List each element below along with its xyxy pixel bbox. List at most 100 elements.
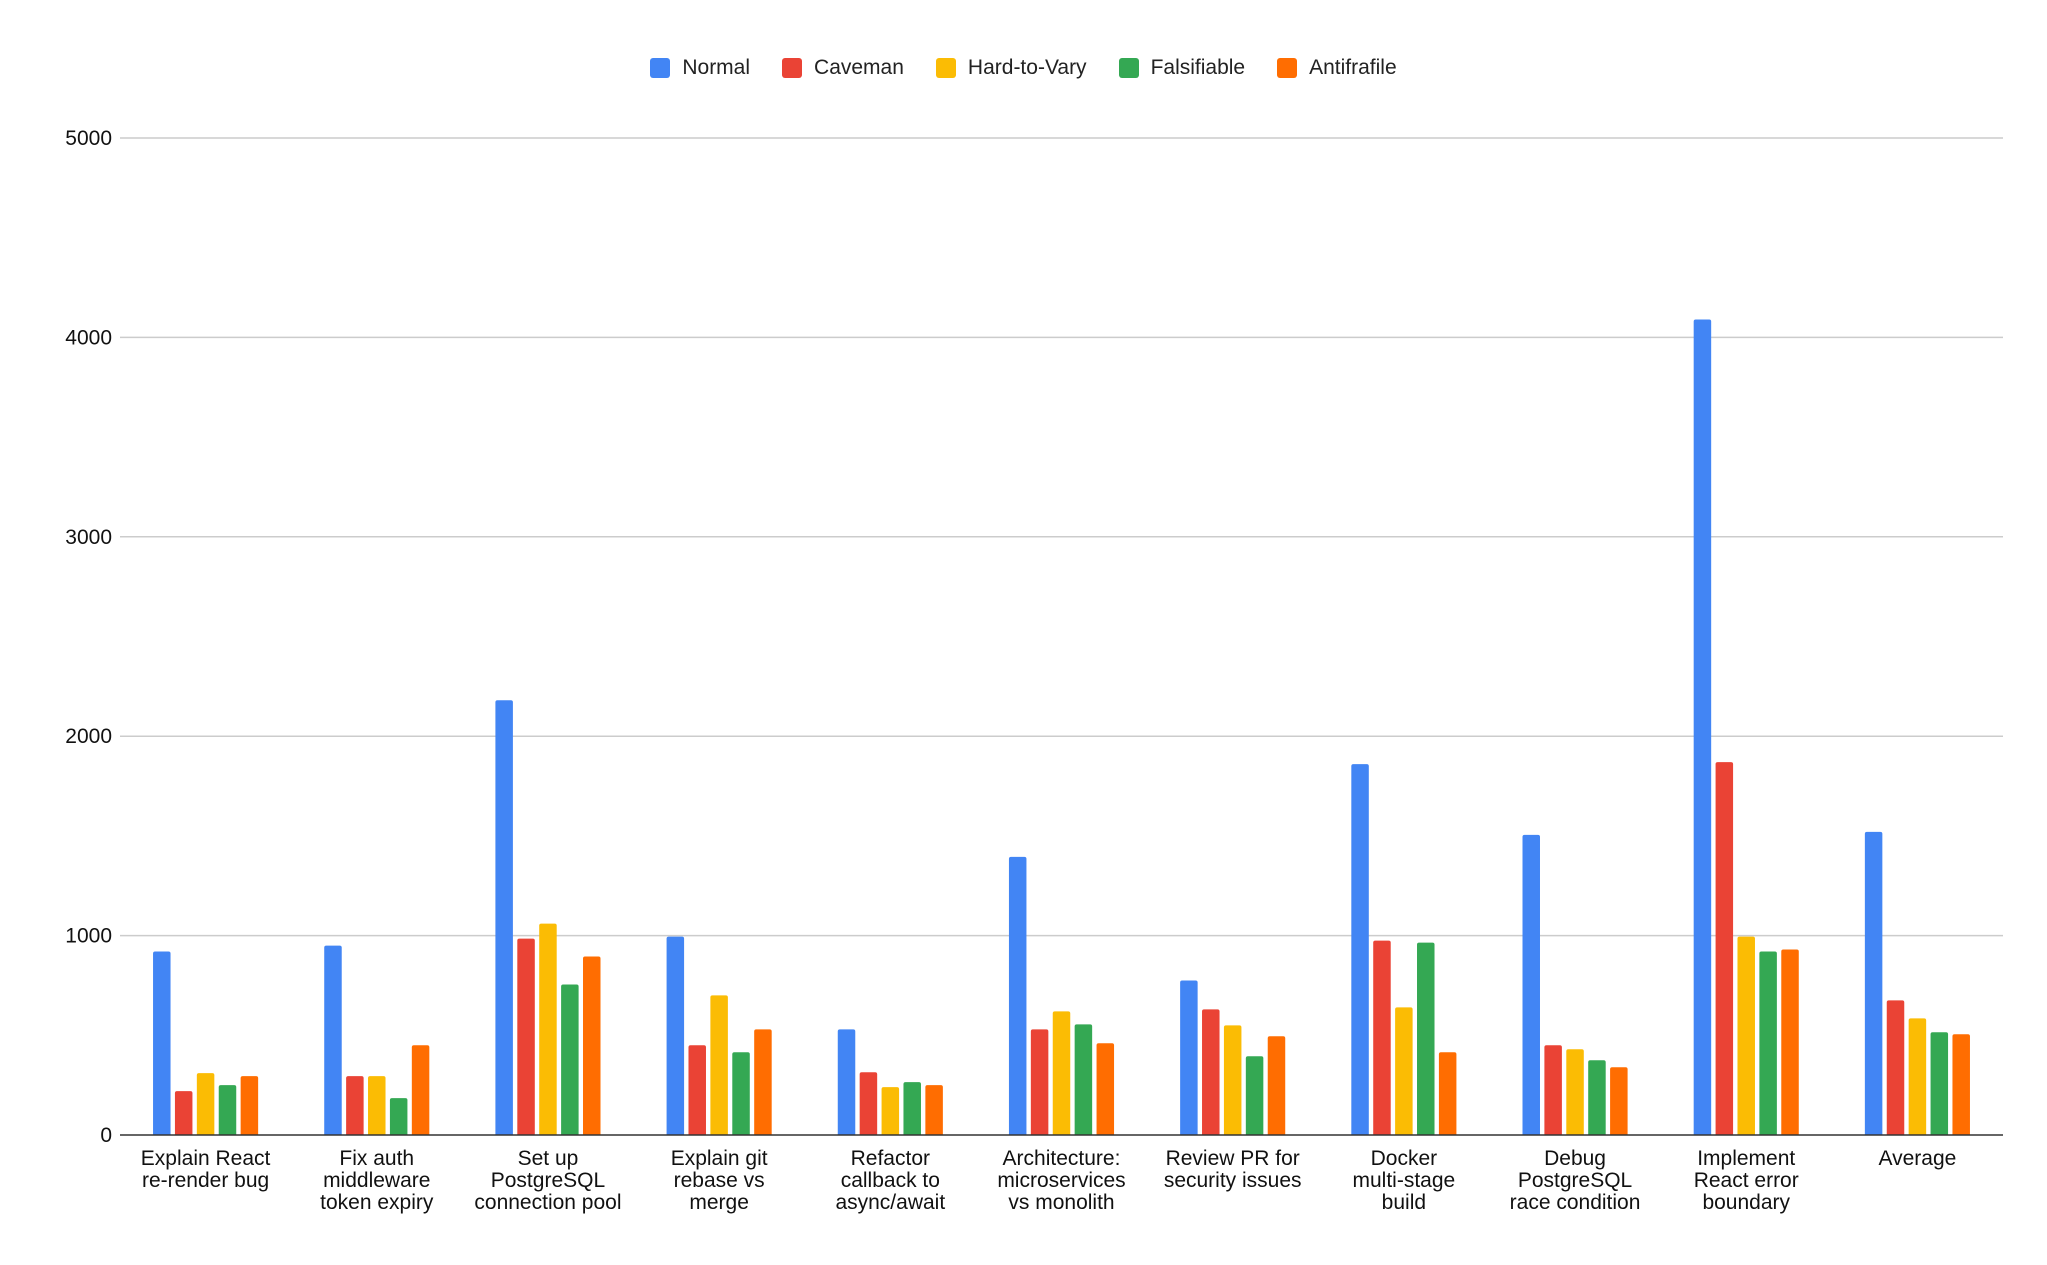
bar-hard-to-vary	[710, 995, 728, 1135]
bar-antifrafile	[1096, 1043, 1115, 1135]
x-tick-label: merge	[689, 1191, 749, 1214]
x-tick-label: security issues	[1164, 1169, 1302, 1192]
bar-hard-to-vary	[1737, 936, 1755, 1135]
bar-caveman	[1715, 762, 1734, 1135]
x-tick-label: Explain React	[141, 1147, 271, 1170]
bar-falsifiable	[389, 1098, 408, 1135]
bar-antifrafile	[411, 1045, 430, 1135]
x-tick-label: Refactor	[851, 1147, 930, 1170]
x-tick-label: React error	[1694, 1169, 1799, 1192]
bar-falsifiable	[732, 1052, 750, 1135]
bar-falsifiable	[561, 984, 579, 1135]
x-tick-label: Fix auth	[339, 1147, 414, 1170]
x-tick-label: re-render bug	[142, 1169, 269, 1192]
legend-swatch	[935, 58, 956, 78]
bar-falsifiable	[903, 1082, 921, 1135]
legend-swatch	[650, 58, 671, 78]
bar-hard-to-vary	[1566, 1049, 1584, 1135]
bar-normal	[1522, 834, 1540, 1135]
bar-caveman	[174, 1091, 193, 1135]
legend-item-falsifiable: Falsifiable	[1118, 56, 1246, 80]
bar-antifrafile	[1438, 1052, 1457, 1135]
legend-swatch	[1277, 58, 1298, 78]
bar-antifrafile	[583, 956, 601, 1135]
bar-normal	[1180, 980, 1198, 1135]
bar-normal	[1864, 831, 1883, 1135]
x-tick-label: build	[1382, 1191, 1426, 1214]
y-tick-label: 2000	[65, 725, 112, 748]
bar-antifrafile	[754, 1029, 772, 1135]
x-tick-label: Average	[1878, 1147, 1956, 1170]
bar-falsifiable	[1759, 951, 1777, 1135]
bar-normal	[153, 951, 171, 1135]
x-tick-label: multi-stage	[1353, 1169, 1456, 1192]
bar-hard-to-vary	[1052, 1011, 1071, 1135]
bar-hard-to-vary	[539, 923, 557, 1135]
bar-normal	[1693, 319, 1712, 1136]
bar-normal	[495, 700, 513, 1135]
legend-label: Falsifiable	[1150, 56, 1246, 79]
bar-normal	[324, 945, 342, 1135]
bar-caveman	[688, 1045, 706, 1135]
legend-label: Normal	[682, 56, 751, 79]
bar-caveman	[517, 938, 535, 1135]
bar-caveman	[1544, 1045, 1562, 1135]
bar-normal	[837, 1029, 856, 1135]
legend-item-antifrafile: Antifrafile	[1277, 56, 1397, 80]
bar-antifrafile	[240, 1076, 259, 1135]
y-tick-label: 4000	[65, 326, 112, 349]
bar-falsifiable	[1417, 942, 1435, 1135]
bar-caveman	[1373, 940, 1391, 1135]
bar-falsifiable	[1930, 1032, 1949, 1135]
x-tick-label: token expiry	[320, 1191, 434, 1214]
bar-hard-to-vary	[1395, 1007, 1413, 1135]
x-tick-label: Implement	[1697, 1147, 1795, 1170]
chart-legend: Normal Caveman Hard-to-Vary Falsifiable Anti…	[0, 56, 2047, 80]
y-tick-label: 5000	[65, 127, 112, 150]
x-tick-label: connection pool	[474, 1191, 621, 1214]
bar-hard-to-vary	[1908, 1018, 1927, 1135]
bar-hard-to-vary	[196, 1073, 215, 1135]
bar-caveman	[1886, 1000, 1905, 1135]
x-tick-label: rebase vs	[674, 1169, 765, 1192]
x-tick-label: callback to	[841, 1169, 940, 1192]
bar-hard-to-vary	[1223, 1025, 1242, 1135]
x-tick-label: Review PR for	[1166, 1147, 1300, 1170]
bar-antifrafile	[1952, 1034, 1970, 1135]
legend-swatch	[782, 58, 803, 78]
x-tick-label: Docker	[1371, 1147, 1438, 1170]
bar-antifrafile	[1781, 949, 1799, 1135]
bar-falsifiable	[1074, 1024, 1093, 1135]
legend-swatch	[1118, 58, 1139, 78]
y-tick-label: 3000	[65, 526, 112, 549]
x-tick-label: vs monolith	[1008, 1191, 1114, 1214]
x-tick-label: race condition	[1510, 1191, 1641, 1214]
x-tick-label: boundary	[1702, 1191, 1790, 1214]
bar-caveman	[859, 1072, 878, 1135]
bar-antifrafile	[1610, 1067, 1628, 1135]
legend-item-hard-to-vary: Hard-to-Vary	[935, 56, 1087, 80]
bar-normal	[1008, 856, 1027, 1135]
bar-caveman	[1030, 1029, 1049, 1135]
bar-hard-to-vary	[368, 1076, 386, 1135]
legend-label: Antifrafile	[1309, 56, 1397, 79]
x-tick-label: async/await	[835, 1191, 945, 1214]
bar-caveman	[1202, 1009, 1220, 1135]
legend-item-normal: Normal	[650, 56, 750, 80]
bar-normal	[666, 936, 685, 1135]
bar-hard-to-vary	[881, 1087, 900, 1135]
bar-normal	[1351, 764, 1369, 1135]
x-tick-label: Set up	[518, 1147, 579, 1170]
legend-label: Hard-to-Vary	[967, 56, 1087, 79]
x-tick-label: microservices	[997, 1169, 1125, 1192]
y-tick-label: 0	[100, 1124, 112, 1147]
legend-label: Caveman	[814, 56, 904, 79]
x-tick-label: middleware	[323, 1169, 430, 1192]
bar-antifrafile	[925, 1085, 943, 1135]
bar-falsifiable	[218, 1085, 237, 1135]
x-tick-label: Architecture:	[1003, 1147, 1121, 1170]
bar-antifrafile	[1267, 1036, 1286, 1135]
y-tick-label: 1000	[65, 925, 112, 948]
